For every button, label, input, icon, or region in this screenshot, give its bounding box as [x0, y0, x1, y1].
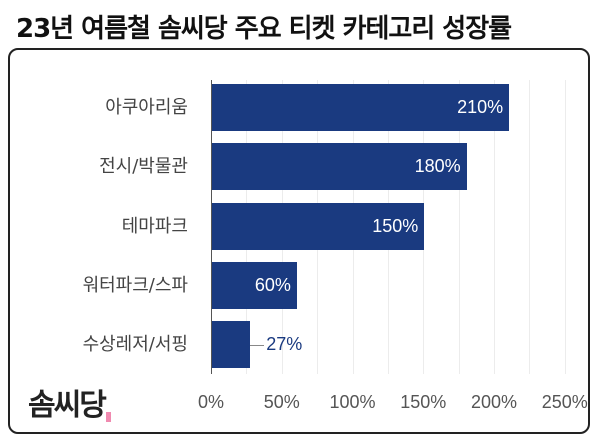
- x-tick-label: 200%: [470, 392, 518, 412]
- category-label: 테마파크: [121, 216, 188, 237]
- x-tick-label: 150%: [400, 392, 447, 412]
- category-label: 워터파크/스파: [82, 275, 188, 296]
- bar: 60%: [212, 262, 297, 309]
- chart-title: 23년 여름철 솜씨당 주요 티켓 카테고리 성장률: [16, 14, 512, 44]
- gridline: [458, 80, 460, 374]
- bar-value-label: 60%: [254, 275, 291, 295]
- bar: 180%: [212, 143, 467, 190]
- logo-stamp-icon: [106, 412, 111, 422]
- y-axis-line: [211, 80, 212, 374]
- category-label: 전시/박물관: [99, 156, 188, 177]
- bar-value-label: 150%: [372, 216, 419, 236]
- bar-value-label: 27%: [266, 334, 303, 354]
- gridline: [529, 80, 531, 374]
- x-tick-label: 100%: [329, 392, 376, 412]
- leader-line: [250, 345, 265, 346]
- bar-value-label: 210%: [457, 97, 504, 117]
- category-label: 아쿠아리움: [105, 97, 188, 118]
- somssidang-logo: 솜씨당: [28, 388, 107, 423]
- x-tick-label: 50%: [263, 392, 300, 412]
- x-tick-label: 0%: [197, 392, 224, 412]
- category-label: 수상레저/서핑: [82, 334, 188, 355]
- bar-value-label: 180%: [414, 156, 461, 176]
- bar: 27%: [212, 321, 302, 368]
- gridline: [494, 80, 495, 374]
- bar: 150%: [212, 203, 425, 250]
- x-tick-label: 250%: [541, 392, 588, 412]
- gridline: [564, 80, 566, 374]
- bar: 210%: [212, 84, 510, 131]
